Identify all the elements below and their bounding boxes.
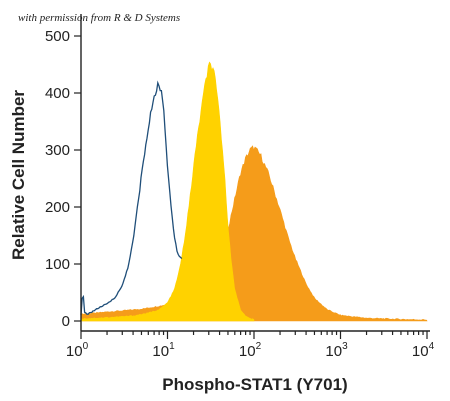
- plot-series-group: [80, 61, 428, 322]
- y-tick-label: 0: [62, 313, 70, 330]
- x-tick-label: 104: [412, 341, 435, 360]
- x-axis-ticks: 100 101 102 103 104: [66, 331, 435, 360]
- y-tick-label: 400: [45, 85, 70, 102]
- histogram-series-3: [80, 80, 183, 315]
- y-tick-label: 100: [45, 256, 70, 273]
- histogram-series-1: [80, 145, 428, 322]
- y-tick-label: 200: [45, 199, 70, 216]
- x-axis-title: Phospho-STAT1 (Y701): [162, 375, 347, 394]
- y-tick-label: 500: [45, 28, 70, 45]
- x-tick-label: 101: [152, 341, 175, 360]
- x-tick-label: 103: [325, 341, 348, 360]
- x-tick-label: 100: [66, 341, 89, 360]
- permission-watermark: with permission from R & D Systems: [18, 12, 180, 24]
- y-tick-label: 300: [45, 142, 70, 159]
- histogram-series-2: [80, 61, 255, 322]
- y-axis-title: Relative Cell Number: [9, 90, 28, 260]
- x-tick-label: 102: [239, 341, 262, 360]
- y-axis-ticks: 0 100 200 300 400 500: [45, 28, 81, 330]
